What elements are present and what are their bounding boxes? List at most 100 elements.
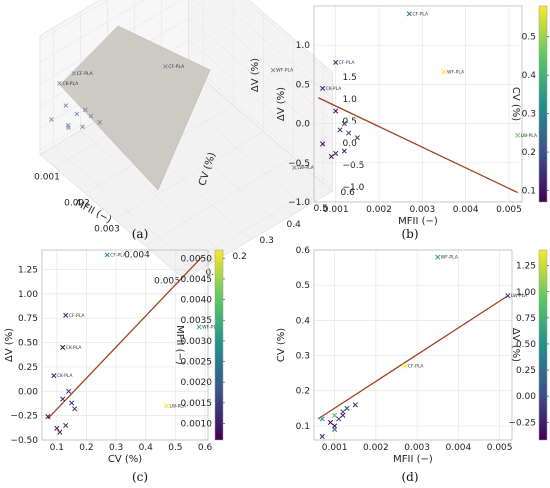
x-axis-label: MFII (−) xyxy=(393,454,433,465)
data-point xyxy=(505,293,511,299)
y-tick-label: 0.00 xyxy=(18,387,38,397)
point-marker xyxy=(63,312,69,318)
point-label: CF-PLA xyxy=(412,11,429,17)
z-tick-label-3d: −0.5 xyxy=(343,161,365,171)
z-tick-label-3d: 1.5 xyxy=(343,73,357,83)
point-marker xyxy=(320,141,326,147)
y-tick-label: −0.25 xyxy=(10,412,38,422)
plot-frame xyxy=(313,5,523,203)
data-point xyxy=(320,85,326,91)
point-marker xyxy=(341,121,347,127)
data-point xyxy=(72,406,78,412)
colorbar-tick-label: 0.25 xyxy=(516,366,536,376)
point-marker xyxy=(327,419,334,425)
point-label: WF-PLA xyxy=(441,255,459,261)
point-marker xyxy=(341,148,347,154)
y-tick-label-3d: 0.2 xyxy=(233,252,247,262)
point-label: LW-PLA xyxy=(170,403,187,409)
point-marker xyxy=(69,400,75,406)
point-label: WF-PLA xyxy=(447,69,465,75)
y-tick-label: 0.75 xyxy=(18,314,38,324)
data-point xyxy=(337,127,343,133)
data-point xyxy=(332,412,338,418)
x-tick-label: 0.004 xyxy=(453,205,479,215)
x-tick-label-3d: 0.001 xyxy=(34,172,60,182)
data-point xyxy=(354,135,360,141)
colorbar-tick-label: 0.0015 xyxy=(181,399,213,409)
point-label: CF-PLA xyxy=(110,252,127,258)
fit-line xyxy=(317,295,509,420)
point-label: CK-PLA xyxy=(57,373,74,379)
data-point xyxy=(333,150,339,156)
z-tick-label-3d: 0.0 xyxy=(343,139,358,149)
data-point xyxy=(63,422,69,428)
data-point-3d xyxy=(292,165,297,170)
panel-b-scatter: 0.001 0.002 0.003 0.004 0.005 −1.0 −0.5 0.0 0.5 1… xyxy=(276,5,549,227)
point-marker xyxy=(319,433,325,440)
data-point xyxy=(196,324,202,330)
x-tick-label-3d: 0.002 xyxy=(64,198,90,208)
point-marker xyxy=(57,81,62,86)
x-tick-label: 0.003 xyxy=(409,205,435,215)
data-point xyxy=(60,344,66,350)
point-marker xyxy=(346,130,352,136)
data-point xyxy=(320,141,326,147)
y-tick-label: 0.5 xyxy=(296,80,310,90)
point-marker xyxy=(163,64,168,69)
point-marker xyxy=(340,412,346,418)
colorbar-tick-label: 0.0020 xyxy=(181,378,213,388)
data-point xyxy=(327,419,334,425)
y-tick-label: −0.5 xyxy=(288,159,310,169)
point-marker xyxy=(333,150,339,156)
point-marker xyxy=(292,165,297,170)
y-axis-label: ΔV (%) xyxy=(4,328,15,362)
point-marker xyxy=(336,416,342,422)
colorbar-tick-label: 0.0025 xyxy=(181,358,213,368)
grid-3d-z xyxy=(39,0,333,99)
x-tick-label: 0.5 xyxy=(168,443,182,453)
point-marker xyxy=(74,111,80,117)
z-axis-label-3d: ΔV (%) xyxy=(250,58,261,92)
plot-frame xyxy=(41,249,209,441)
point-label: CF-PLA xyxy=(408,364,425,370)
point-marker xyxy=(515,132,521,138)
x-tick-label: 0.3 xyxy=(109,443,123,453)
colorbar-tick-label: 0.0045 xyxy=(181,275,213,285)
data-point-3d xyxy=(88,113,94,119)
data-point xyxy=(163,403,170,409)
point-marker xyxy=(402,363,408,369)
y-tick-label-3d: 0.6 xyxy=(341,188,356,198)
x-tick-label: 0.001 xyxy=(322,443,348,453)
data-point xyxy=(333,59,339,66)
y-tick-label-3d: 0.4 xyxy=(287,220,302,230)
x-tick-label: 0.4 xyxy=(139,443,154,453)
x-axis-label: MFII (−) xyxy=(398,216,438,227)
x-tick-label-3d: 0.005 xyxy=(154,276,180,286)
point-marker xyxy=(49,117,54,122)
point-marker xyxy=(71,71,77,76)
y-tick-label: 1.0 xyxy=(296,41,311,51)
x-tick-label: 0.005 xyxy=(487,443,513,453)
x-tick-label: 0.003 xyxy=(404,443,430,453)
data-point xyxy=(340,412,346,418)
point-label: LW-PLA xyxy=(511,293,528,299)
point-label: CF-PLA xyxy=(69,313,86,319)
point-marker xyxy=(80,124,85,130)
point-marker xyxy=(60,344,66,350)
data-point-3d xyxy=(97,120,103,125)
colorbar xyxy=(538,249,548,441)
y-axis-label: ΔV (%) xyxy=(276,87,287,121)
panel-d-scatter: 0.001 0.002 0.003 0.004 0.005 0.1 0.2 0.3 0.4 0.5… xyxy=(276,246,549,465)
point-label: CK-PLA xyxy=(66,345,83,351)
fit-line xyxy=(318,97,518,194)
colorbar-tick-label: 0.0050 xyxy=(181,254,213,264)
point-marker xyxy=(332,412,338,418)
colorbar-tick-label: −0.25 xyxy=(508,418,536,428)
colorbar-tick-label: 0.00 xyxy=(516,392,536,402)
plot-frame xyxy=(313,249,513,441)
x-tick-label: 0.005 xyxy=(496,205,522,215)
y-tick-label: 1.25 xyxy=(18,265,38,275)
data-point xyxy=(435,254,441,260)
point-marker xyxy=(441,69,447,75)
data-point xyxy=(63,312,69,318)
